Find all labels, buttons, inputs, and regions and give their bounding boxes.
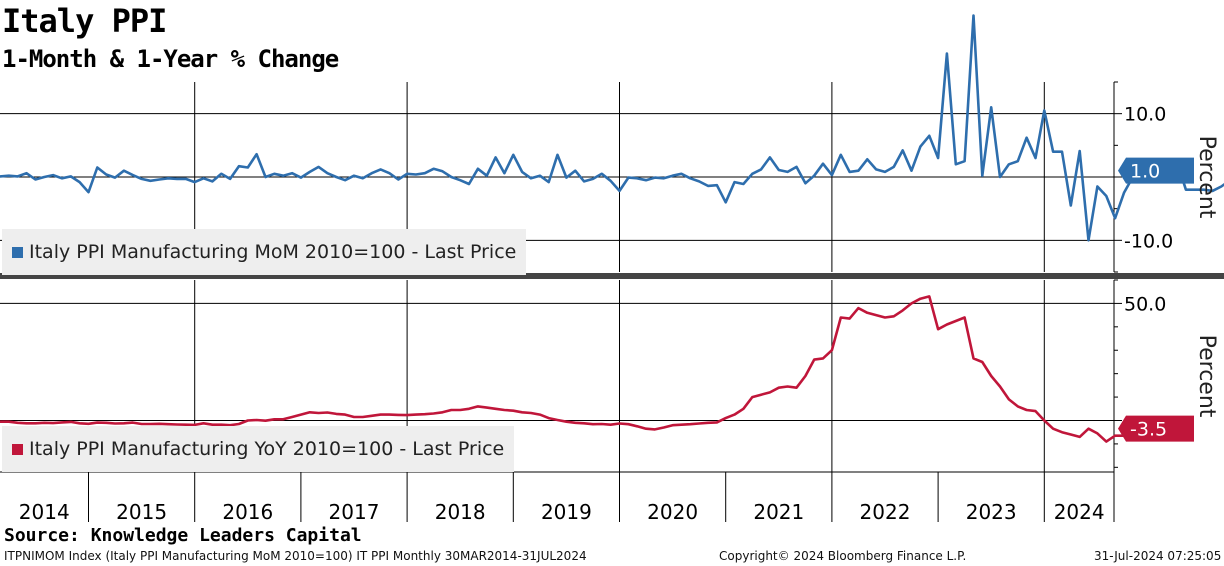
- series-lines: [0, 14, 1224, 443]
- mom-series-line-last-label: 1.0: [1130, 161, 1160, 183]
- x-tick-label-2017: 2017: [329, 500, 380, 524]
- legend-mom-label: Italy PPI Manufacturing MoM 2010=100 - L…: [29, 241, 517, 263]
- x-tick-label-2021: 2021: [753, 500, 804, 524]
- yoy-series-line: [0, 295, 1160, 443]
- mom-series-line-last-marker: [1118, 157, 1194, 184]
- x-tick-label-2014: 2014: [19, 500, 70, 524]
- legend-yoy: Italy PPI Manufacturing YoY 2010=100 - L…: [2, 426, 515, 472]
- legend-mom-swatch: [12, 246, 23, 258]
- x-tick-label-2023: 2023: [966, 500, 1017, 524]
- x-tick-label-2019: 2019: [541, 500, 592, 524]
- page-subtitle: 1-Month & 1-Year % Change: [2, 45, 339, 73]
- top-ytick-label: -10.0: [1124, 230, 1173, 252]
- mom-series-line: [0, 14, 1224, 242]
- panel-frames: [0, 81, 1224, 522]
- top-ytick-label: 10.0: [1124, 104, 1166, 126]
- x-tick-label-2016: 2016: [222, 500, 273, 524]
- legend-yoy-label: Italy PPI Manufacturing YoY 2010=100 - L…: [29, 438, 505, 460]
- x-tick-label-2022: 2022: [860, 500, 911, 524]
- timestamp: 31-Jul-2024 07:25:05: [1094, 549, 1222, 563]
- bottom-ytick-label: 50.0: [1124, 293, 1166, 315]
- copyright: Copyright© 2024 Bloomberg Finance L.P.: [719, 549, 967, 563]
- source-note: Source: Knowledge Leaders Capital: [4, 525, 362, 546]
- x-tick-label-2024: 2024: [1054, 500, 1105, 524]
- x-tick-label-2015: 2015: [116, 500, 167, 524]
- page-title: Italy PPI: [2, 2, 167, 40]
- yoy-series-line-last-marker: [1118, 415, 1194, 442]
- axis-labels: 10.0 -10.0 50.0 Percent Percent 2014 2015 2016 2…: [19, 104, 1219, 524]
- x-tick-label-2018: 2018: [435, 500, 486, 524]
- legend-mom: Italy PPI Manufacturing MoM 2010=100 - L…: [2, 229, 527, 275]
- ticker-info: ITPNIMOM Index (Italy PPI Manufacturing …: [4, 549, 587, 563]
- yoy-series-line-last-label: -3.5: [1130, 419, 1167, 441]
- panel-separator: [0, 273, 1224, 279]
- bottom-ylabel: Percent: [1194, 335, 1219, 418]
- top-ylabel: Percent: [1194, 136, 1219, 219]
- legend-yoy-swatch: [12, 443, 23, 455]
- x-tick-label-2020: 2020: [647, 500, 698, 524]
